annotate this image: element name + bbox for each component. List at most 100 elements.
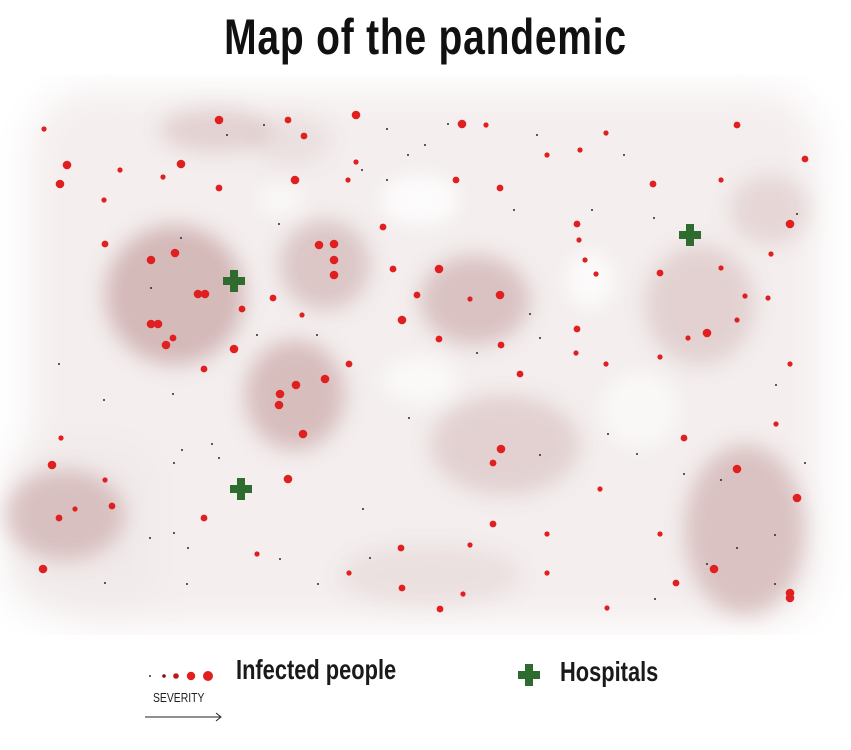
infected-person-marker bbox=[275, 389, 285, 399]
density-blob bbox=[685, 445, 805, 615]
infected-person-marker bbox=[467, 542, 473, 548]
infected-person-marker bbox=[801, 155, 809, 163]
infected-person-marker bbox=[170, 248, 180, 258]
infected-person-marker bbox=[680, 434, 688, 442]
infected-person-marker bbox=[146, 255, 156, 265]
infected-person-marker bbox=[709, 564, 719, 574]
infected-person-marker bbox=[187, 547, 189, 549]
infected-person-marker bbox=[329, 239, 339, 249]
infected-person-marker bbox=[476, 352, 478, 354]
infected-person-marker bbox=[577, 147, 583, 153]
infected-person-marker bbox=[732, 464, 742, 474]
infected-person-marker bbox=[544, 152, 550, 158]
infected-person-marker bbox=[172, 393, 174, 395]
infected-person-marker bbox=[103, 399, 105, 401]
infected-person-marker bbox=[215, 184, 223, 192]
infected-person-marker bbox=[718, 177, 724, 183]
hospital-icon[interactable] bbox=[230, 478, 252, 500]
infected-person-marker bbox=[544, 531, 550, 537]
legend-hospitals-label: Hospitals bbox=[560, 656, 659, 687]
legend-hospital-icon bbox=[518, 664, 540, 686]
infected-person-marker bbox=[200, 514, 208, 522]
infected-person-marker bbox=[173, 532, 175, 534]
infected-person-marker bbox=[672, 579, 680, 587]
infected-person-marker bbox=[576, 237, 582, 243]
infected-person-marker bbox=[269, 294, 277, 302]
infected-person-marker bbox=[211, 443, 213, 445]
infected-person-marker bbox=[284, 116, 292, 124]
infected-person-marker bbox=[496, 444, 506, 454]
infected-person-marker bbox=[597, 486, 603, 492]
infected-person-marker bbox=[316, 334, 318, 336]
hospitals bbox=[223, 224, 701, 500]
infected-person-marker bbox=[176, 159, 186, 169]
infected-person-marker bbox=[775, 384, 777, 386]
infected-person-marker bbox=[573, 220, 581, 228]
infected-people bbox=[38, 110, 809, 613]
infected-person-marker bbox=[101, 197, 107, 203]
infected-person-marker bbox=[291, 380, 301, 390]
infected-person-marker bbox=[787, 361, 793, 367]
infected-person-marker bbox=[804, 462, 806, 464]
infected-person-marker bbox=[104, 582, 106, 584]
infected-person-marker bbox=[161, 340, 171, 350]
infected-person-marker bbox=[436, 605, 444, 613]
density-blob bbox=[420, 255, 530, 345]
infected-person-marker bbox=[386, 128, 388, 130]
infected-person-marker bbox=[536, 134, 538, 136]
infected-person-marker bbox=[278, 223, 280, 225]
hospital-icon[interactable] bbox=[679, 224, 701, 246]
infected-person-marker bbox=[181, 449, 183, 451]
infected-person-marker bbox=[362, 508, 364, 510]
density-blob bbox=[105, 225, 245, 365]
infected-person-marker bbox=[150, 287, 152, 289]
infected-person-marker bbox=[774, 534, 776, 536]
infected-person-marker bbox=[573, 350, 579, 356]
infected-person-marker bbox=[58, 435, 64, 441]
infected-person-marker bbox=[768, 251, 774, 257]
infected-person-marker bbox=[379, 223, 387, 231]
infected-person-marker bbox=[513, 209, 515, 211]
pandemic-map[interactable] bbox=[0, 75, 851, 635]
infected-person-marker bbox=[413, 291, 421, 299]
infected-person-marker bbox=[256, 334, 258, 336]
density-blob bbox=[645, 245, 755, 365]
infected-person-marker bbox=[539, 454, 541, 456]
density-blob bbox=[280, 220, 370, 310]
severity-dot-2 bbox=[162, 674, 166, 678]
infected-person-marker bbox=[733, 121, 741, 129]
infected-person-marker bbox=[706, 563, 708, 565]
infected-person-marker bbox=[593, 271, 599, 277]
density-blob bbox=[250, 115, 330, 165]
infected-person-marker bbox=[736, 547, 738, 549]
infected-person-marker bbox=[720, 479, 722, 481]
infected-person-marker bbox=[497, 341, 505, 349]
infected-person-marker bbox=[353, 159, 359, 165]
infected-person-marker bbox=[653, 217, 655, 219]
infected-person-marker bbox=[317, 583, 319, 585]
infected-person-marker bbox=[274, 400, 284, 410]
infected-person-marker bbox=[160, 174, 166, 180]
infected-person-marker bbox=[389, 265, 397, 273]
infected-person-marker bbox=[447, 123, 449, 125]
severity-dot-4 bbox=[186, 671, 196, 681]
infected-person-marker bbox=[351, 110, 361, 120]
infected-person-marker bbox=[169, 334, 177, 342]
infected-person-marker bbox=[345, 360, 353, 368]
infected-person-marker bbox=[603, 130, 609, 136]
infected-person-marker bbox=[398, 584, 406, 592]
infected-person-marker bbox=[102, 477, 108, 483]
infected-person-marker bbox=[193, 289, 203, 299]
infected-person-marker bbox=[734, 317, 740, 323]
density-blob bbox=[160, 108, 270, 152]
infected-person-marker bbox=[254, 551, 260, 557]
infected-person-marker bbox=[636, 453, 638, 455]
infected-person-marker bbox=[314, 240, 324, 250]
infected-person-marker bbox=[742, 293, 748, 299]
infected-person-marker bbox=[200, 289, 210, 299]
hospital-icon[interactable] bbox=[223, 270, 245, 292]
infected-person-marker bbox=[117, 167, 123, 173]
infected-person-marker bbox=[654, 598, 656, 600]
infected-person-marker bbox=[702, 328, 712, 338]
severity-dot-3 bbox=[173, 673, 179, 679]
